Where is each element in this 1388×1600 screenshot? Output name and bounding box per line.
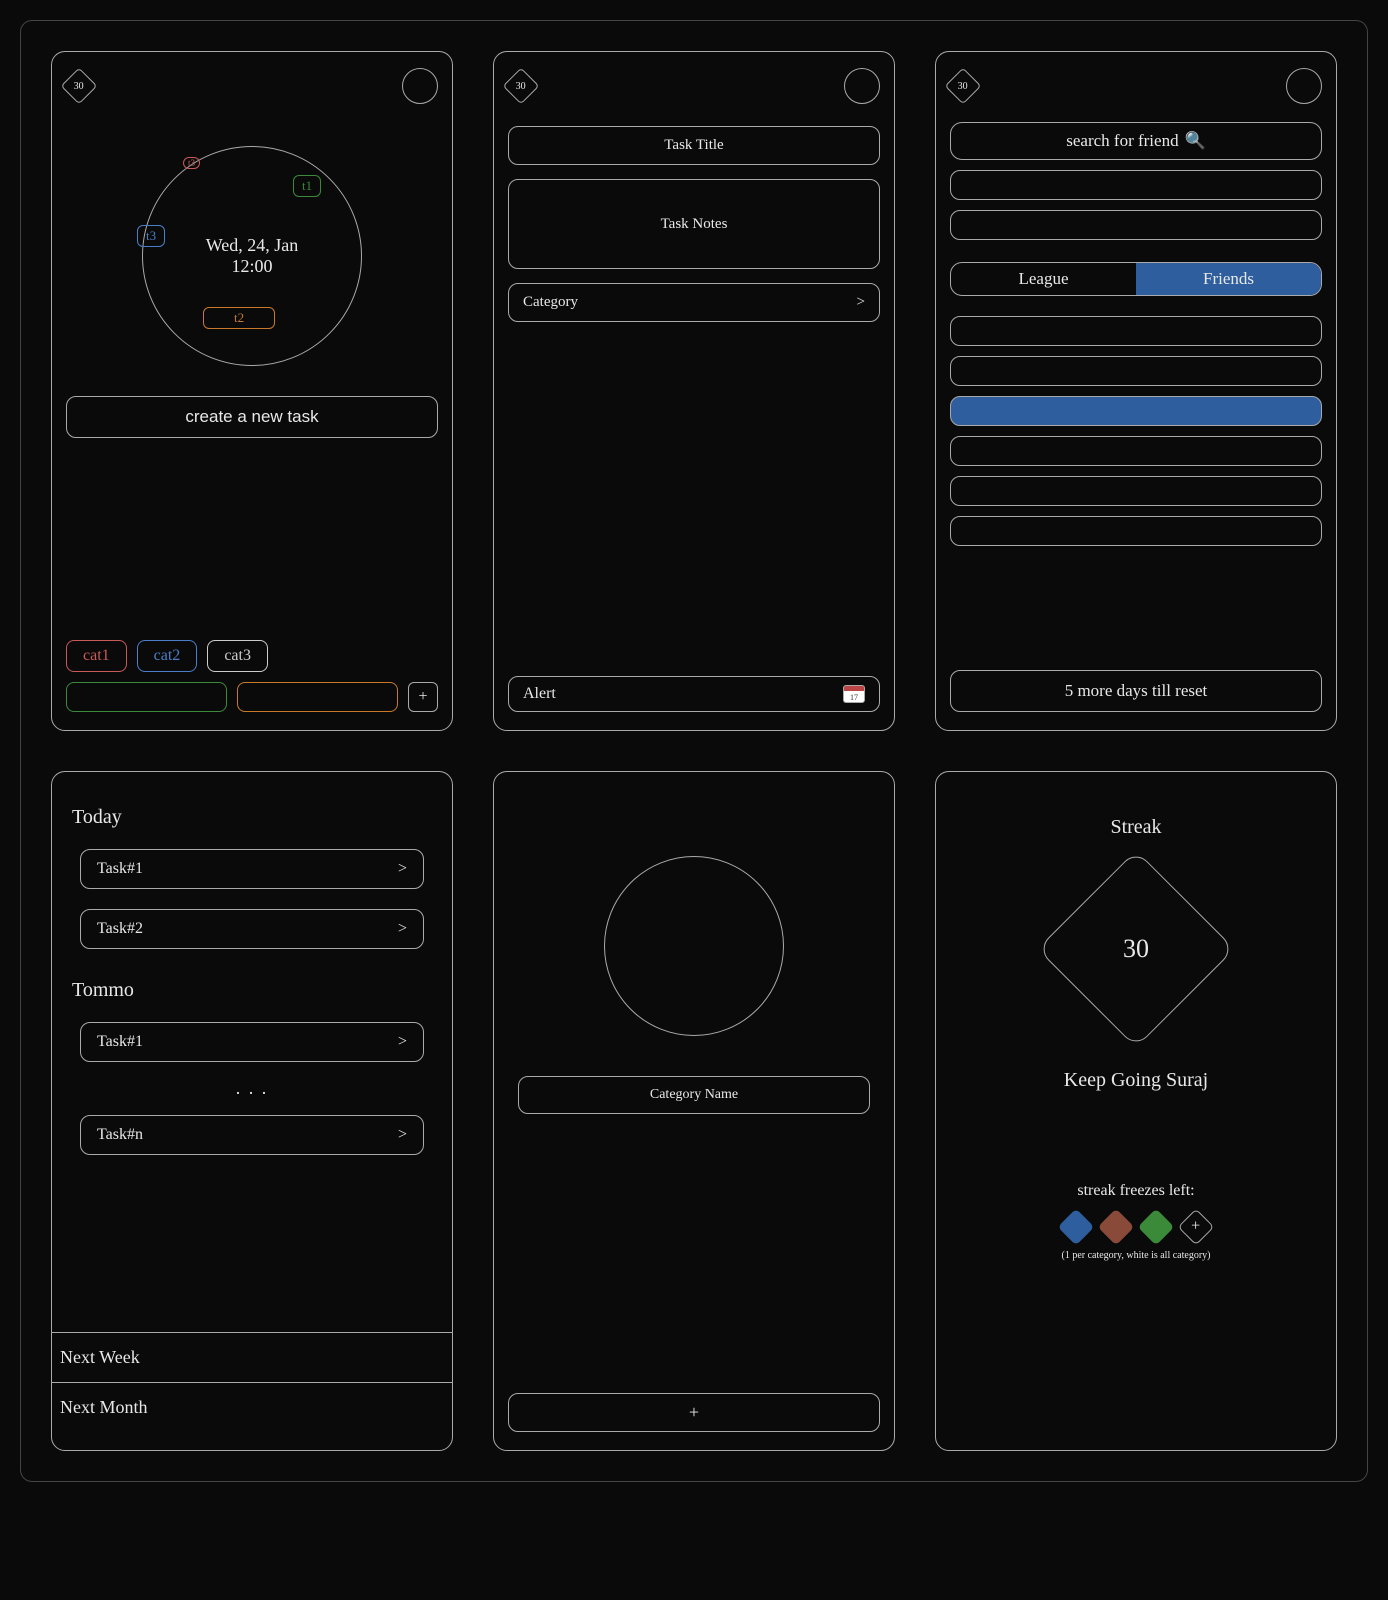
create-task-button[interactable]: create a new task [66, 396, 438, 438]
avatar[interactable] [402, 68, 438, 104]
alert-label: Alert [523, 685, 556, 703]
chevron-right-icon: > [398, 920, 407, 938]
search-friend-input[interactable]: search for friend 🔍 [950, 122, 1322, 160]
category-chip-3[interactable]: cat3 [207, 640, 268, 672]
streak-badge[interactable]: 30 [945, 68, 982, 105]
freeze-note: (1 per category, white is all category) [950, 1250, 1322, 1261]
add-button[interactable]: + [508, 1393, 880, 1432]
task-pill-t2[interactable]: t2 [203, 307, 275, 329]
section-next-month[interactable]: Next Month [52, 1382, 452, 1432]
section-today: Today [72, 806, 438, 829]
streak-badge[interactable]: 30 [503, 68, 540, 105]
streak-value: 30 [1123, 934, 1149, 964]
progress-circle [604, 856, 784, 1036]
screen-agenda: Today Task#1> Task#2> Tommo Task#1> . . … [51, 771, 453, 1451]
screen-home: 30 t3 t1 t3 Wed, 24, Jan 12:00 t2 create… [51, 51, 453, 731]
freeze-label: streak freezes left: [950, 1182, 1322, 1200]
screen-category: Category Name + [493, 771, 895, 1451]
friend-row[interactable] [950, 476, 1322, 506]
chevron-right-icon: > [398, 860, 407, 878]
friend-row[interactable] [950, 316, 1322, 346]
streak-diamond: 30 [1037, 850, 1235, 1048]
tab-friends[interactable]: Friends [1136, 263, 1321, 295]
chevron-right-icon: > [398, 1126, 407, 1144]
phone-header: 30 [508, 66, 880, 106]
avatar[interactable] [1286, 68, 1322, 104]
tab-league[interactable]: League [951, 263, 1136, 295]
streak-title: Streak [950, 816, 1322, 839]
calendar-icon: 17 [843, 685, 865, 703]
category-row: cat1 cat2 cat3 [66, 640, 438, 672]
chevron-right-icon: > [398, 1033, 407, 1051]
category-empty-2[interactable] [237, 682, 398, 712]
category-label: Category [523, 294, 578, 311]
category-chip-1[interactable]: cat1 [66, 640, 127, 672]
task-pill-t1[interactable]: t1 [293, 175, 321, 197]
task-row[interactable]: Task#1> [80, 849, 424, 889]
screen-social: 30 search for friend 🔍 League Friends 5 … [935, 51, 1337, 731]
search-placeholder: search for friend [1066, 131, 1178, 151]
phone-header: 30 [66, 66, 438, 106]
streak-badge-value: 30 [74, 81, 84, 92]
clock-date: Wed, 24, Jan [206, 235, 299, 256]
clock-face: t3 t1 t3 Wed, 24, Jan 12:00 t2 [142, 146, 362, 366]
task-row[interactable]: Task#n> [80, 1115, 424, 1155]
task-row[interactable]: Task#1> [80, 1022, 424, 1062]
category-empty-1[interactable] [66, 682, 227, 712]
ellipsis: . . . [66, 1078, 438, 1099]
clock-time: 12:00 [231, 256, 272, 277]
task-pill-t3[interactable]: t3 [137, 225, 165, 247]
category-row-2: + [66, 682, 438, 712]
section-next-week[interactable]: Next Week [52, 1332, 452, 1382]
section-tomorrow: Tommo [72, 979, 438, 1002]
category-chip-2[interactable]: cat2 [137, 640, 198, 672]
category-select[interactable]: Category > [508, 283, 880, 322]
task-pill-t3s[interactable]: t3 [183, 157, 200, 169]
friend-row[interactable] [950, 356, 1322, 386]
category-name-input[interactable]: Category Name [518, 1076, 870, 1114]
add-category-button[interactable]: + [408, 682, 438, 712]
friend-row[interactable] [950, 436, 1322, 466]
freeze-row: + [950, 1214, 1322, 1240]
alert-row[interactable]: Alert 17 [508, 676, 880, 712]
freeze-token-brown[interactable] [1098, 1209, 1135, 1246]
freeze-token-blue[interactable] [1058, 1209, 1095, 1246]
freeze-add-button[interactable]: + [1178, 1209, 1215, 1246]
streak-message: Keep Going Suraj [950, 1069, 1322, 1092]
screen-task-edit: 30 Task Title Task Notes Category > Aler… [493, 51, 895, 731]
search-result-slot[interactable] [950, 210, 1322, 240]
section-stack: Next Week Next Month [52, 1332, 452, 1432]
search-result-slot[interactable] [950, 170, 1322, 200]
wireframe-canvas: 30 t3 t1 t3 Wed, 24, Jan 12:00 t2 create… [20, 20, 1368, 1482]
friend-row[interactable] [950, 516, 1322, 546]
screen-streak: Streak 30 Keep Going Suraj streak freeze… [935, 771, 1337, 1451]
freeze-token-green[interactable] [1138, 1209, 1175, 1246]
task-row[interactable]: Task#2> [80, 909, 424, 949]
task-title-input[interactable]: Task Title [508, 126, 880, 165]
phone-header: 30 [950, 66, 1322, 106]
avatar[interactable] [844, 68, 880, 104]
reset-footer: 5 more days till reset [950, 670, 1322, 712]
friend-row-highlighted[interactable] [950, 396, 1322, 426]
streak-badge[interactable]: 30 [61, 68, 98, 105]
tab-row: League Friends [950, 262, 1322, 296]
task-notes-input[interactable]: Task Notes [508, 179, 880, 269]
chevron-right-icon: > [857, 294, 865, 311]
search-icon: 🔍 [1185, 131, 1206, 151]
